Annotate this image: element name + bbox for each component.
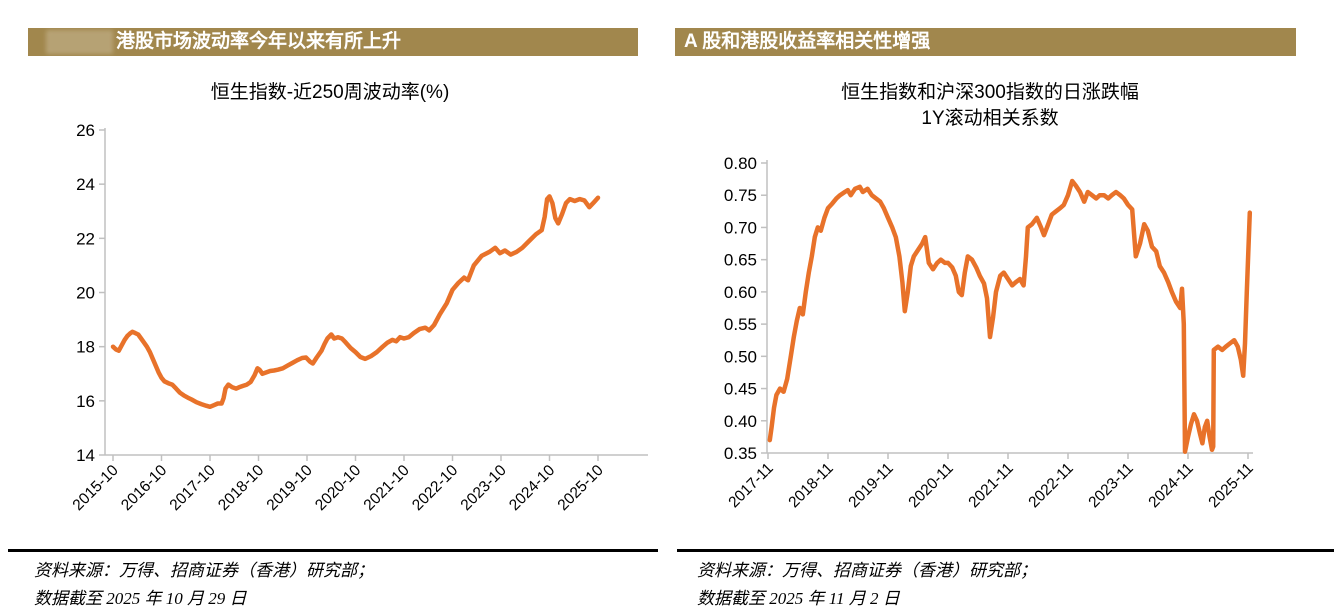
y-tick-label: 20 xyxy=(76,284,95,303)
x-tick-label: 2015-10 xyxy=(70,462,123,515)
x-tick-label: 2022-10 xyxy=(409,462,462,515)
y-tick-label: 0.75 xyxy=(724,186,757,205)
y-tick-label: 24 xyxy=(76,175,95,194)
x-tick-label: 2019-11 xyxy=(845,460,896,511)
right-data-cutoff-line: 数据截至 2025 年 11 月 2 日 xyxy=(697,589,900,608)
x-tick-label: 2020-10 xyxy=(312,462,365,515)
left-chart-title: 恒生指数-近250周波动率(%) xyxy=(210,82,450,103)
left-header-bar: 港股市场波动率今年以来有所上升 xyxy=(28,28,638,56)
y-tick-label: 22 xyxy=(76,229,95,248)
y-tick-label: 14 xyxy=(76,446,95,465)
hsi-volatility-chart: 14 16 18 20 22 24 26 2015-102016-102017-102018-… xyxy=(70,121,648,515)
x-tick-label: 2018-11 xyxy=(785,460,836,511)
correlation-chart: 0.35 0.40 0.45 0.50 0.55 0.60 0.65 0.70 0.75 0.80… xyxy=(724,154,1257,511)
y-tick-label: 0.35 xyxy=(724,444,757,463)
y-tick-label: 18 xyxy=(76,338,95,357)
left-header-title: 港股市场波动率今年以来有所上升 xyxy=(116,31,402,52)
right-chart-title: 恒生指数和沪深300指数的日涨跌幅 1Y滚动相关系数 xyxy=(700,80,1280,132)
x-tick-label: 2023-10 xyxy=(458,462,511,515)
series-line xyxy=(110,194,601,410)
y-tick-label: 0.40 xyxy=(724,412,757,431)
x-tick-label: 2025-11 xyxy=(1205,460,1256,511)
left-footer-rule xyxy=(8,549,658,552)
y-tick-label: 16 xyxy=(76,392,95,411)
y-tick-label: 0.50 xyxy=(724,347,757,366)
y-tick-label: 0.80 xyxy=(724,154,757,173)
x-tick-label: 2017-11 xyxy=(725,460,776,511)
x-tick-label: 2025-10 xyxy=(555,462,608,515)
y-tick-label: 0.55 xyxy=(724,315,757,334)
x-tick-label: 2021-11 xyxy=(965,460,1016,511)
x-tick-label: 2019-10 xyxy=(264,462,317,515)
right-chart-title-line2: 1Y滚动相关系数 xyxy=(921,108,1059,129)
x-tick-label: 2024-11 xyxy=(1145,460,1196,511)
y-tick-label: 26 xyxy=(76,121,95,140)
right-footer-rule xyxy=(677,549,1334,552)
series-line xyxy=(767,178,1253,454)
x-tick-label: 2022-11 xyxy=(1025,460,1076,511)
y-tick-label: 0.60 xyxy=(724,283,757,302)
y-tick-label: 0.45 xyxy=(724,380,757,399)
left-data-cutoff-line: 数据截至 2025 年 10 月 29 日 xyxy=(34,589,247,608)
right-chart-title-line1: 恒生指数和沪深300指数的日涨跌幅 xyxy=(841,82,1139,103)
x-tick-label: 2023-11 xyxy=(1085,460,1136,511)
x-tick-label: 2021-10 xyxy=(361,462,414,515)
x-tick-label: 2024-10 xyxy=(506,462,559,515)
x-tick-label: 2017-10 xyxy=(167,462,220,515)
right-header-title: A 股和港股收益率相关性增强 xyxy=(684,31,931,52)
x-tick-label: 2018-10 xyxy=(215,462,268,515)
x-tick-label: 2016-10 xyxy=(118,462,171,515)
y-tick-label: 0.70 xyxy=(724,218,757,237)
x-tick-label: 2020-11 xyxy=(905,460,956,511)
right-header-bar: A 股和港股收益率相关性增强 xyxy=(675,28,1296,56)
left-source-line: 资料来源：万得、招商证券（香港）研究部； xyxy=(34,561,374,580)
right-source-line: 资料来源：万得、招商证券（香港）研究部； xyxy=(697,561,1037,580)
left-header-figure-badge xyxy=(46,30,113,54)
y-tick-label: 0.65 xyxy=(724,251,757,270)
